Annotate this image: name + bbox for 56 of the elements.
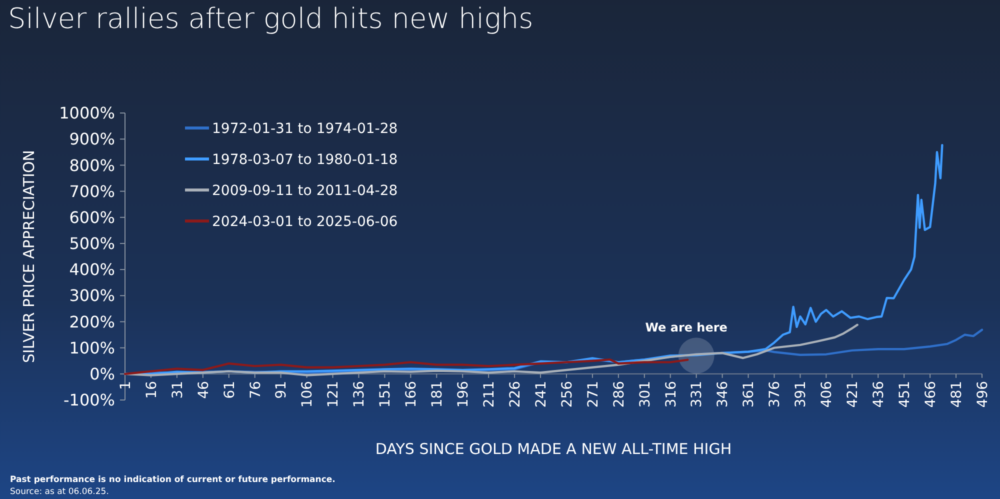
source-note: Source: as at 06.06.25. [10,487,109,497]
x-tick-label: 316 [663,380,680,408]
x-tick-label: 451 [896,380,913,408]
chart-title: Silver rallies after gold hits new highs [8,2,534,35]
legend-label: 1972-01-31 to 1974-01-28 [212,120,398,137]
x-tick-label: 391 [793,380,810,408]
x-tick-label: 46 [196,380,212,399]
y-tick-label: 300% [69,286,115,306]
x-tick-label: 331 [689,380,706,408]
x-tick-label: 16 [144,380,160,399]
y-tick-label: 200% [69,312,115,332]
annotation: We are here [645,320,728,335]
x-tick-label: 376 [767,380,784,408]
text: Past performance is no indication of current or future performance. [10,475,336,485]
y-tick-label: 500% [69,234,115,254]
x-tick-label: 271 [585,380,602,408]
y-tick-label: 800% [69,156,115,175]
legend-label: 2024-03-01 to 2025-06-06 [212,214,398,230]
x-tick-label: 361 [741,380,758,408]
x-tick-label: 226 [507,380,524,408]
x-tick-label: 301 [637,380,654,408]
x-tick-label: 121 [326,380,342,408]
x-tick-label: 91 [274,380,290,399]
x-tick-label: 211 [481,380,498,408]
x-tick-label: 31 [170,380,186,399]
x-tick-label: 496 [974,380,991,408]
x-tick-label: 166 [404,380,420,408]
x-tick-label: 436 [871,380,888,408]
legend-label: 2009-09-11 to 2011-04-28 [212,182,398,199]
x-tick-label: 481 [948,380,965,408]
x-tick-label: 1 [118,380,134,390]
y-tick-label: 400% [69,260,115,280]
x-tick-label: 421 [845,380,862,408]
legend-label: 1978-03-07 to 1980-01-18 [212,152,398,168]
x-tick-label: 106 [300,380,316,408]
y-tick-label: 0% [90,364,115,384]
y-tick-label: -100% [63,390,115,410]
x-tick-label: 136 [352,380,368,408]
y-tick-label: 900% [69,130,115,149]
x-tick-label: 406 [819,380,836,408]
x-tick-label: 196 [456,380,472,408]
x-tick-label: 241 [533,380,550,408]
x-tick-label: 181 [430,380,446,408]
y-tick-label: 1000% [59,104,115,123]
y-axis-title: SILVER PRICE APPRECIATION [20,150,38,364]
y-tick-label: 100% [69,338,115,358]
y-tick-label: 600% [69,208,115,227]
x-tick-label: 151 [378,380,394,408]
x-tick-label: 76 [248,380,264,399]
x-tick-label: 61 [222,380,238,399]
x-tick-label: 286 [611,380,628,408]
x-tick-label: 346 [715,380,732,408]
x-axis-title: DAYS SINCE GOLD MADE A NEW ALL-TIME HIGH [375,440,732,458]
y-tick-label: 700% [69,182,115,201]
x-tick-label: 466 [922,380,939,408]
x-tick-label: 256 [559,380,576,408]
